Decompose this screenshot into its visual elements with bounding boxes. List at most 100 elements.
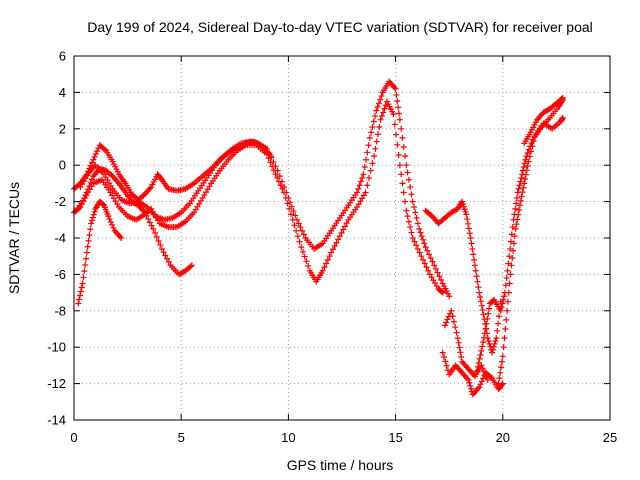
- data-point: [162, 252, 169, 259]
- data-point: [518, 174, 525, 181]
- data-point: [263, 145, 270, 152]
- series-track-c: [75, 198, 125, 307]
- data-point: [475, 284, 482, 291]
- data-point: [424, 247, 431, 254]
- data-point: [519, 189, 526, 196]
- data-point: [431, 262, 438, 269]
- data-point: [296, 238, 303, 245]
- data-point: [376, 123, 383, 130]
- series-track-d: [73, 98, 446, 296]
- x-tick-label: 0: [70, 430, 77, 445]
- data-point: [82, 261, 89, 268]
- data-point: [377, 96, 384, 103]
- data-point: [396, 162, 403, 169]
- data-point: [390, 111, 397, 118]
- data-point: [274, 167, 281, 174]
- data-point: [266, 150, 273, 157]
- data-point: [107, 218, 114, 225]
- data-point: [366, 174, 373, 181]
- data-point: [498, 304, 505, 311]
- data-point: [278, 178, 285, 185]
- data-point: [505, 260, 512, 267]
- data-point: [338, 229, 345, 236]
- data-point: [365, 142, 372, 149]
- data-point: [494, 327, 501, 334]
- data-point: [504, 298, 511, 305]
- data-point: [473, 273, 480, 280]
- data-point: [399, 180, 406, 187]
- y-tick-label: -4: [54, 231, 66, 246]
- data-point: [420, 256, 427, 263]
- data-point: [272, 163, 279, 170]
- data-point: [369, 123, 376, 130]
- data-point: [479, 343, 486, 350]
- data-point: [501, 335, 508, 342]
- data-point: [453, 329, 460, 336]
- data-point: [513, 194, 520, 201]
- data-point: [105, 213, 112, 220]
- series-track-e: [77, 78, 453, 300]
- data-point: [530, 138, 537, 145]
- data-point: [299, 227, 306, 234]
- data-point: [510, 240, 517, 247]
- data-point: [507, 271, 514, 278]
- data-point: [90, 156, 97, 163]
- data-point: [375, 100, 382, 107]
- y-tick-label: 0: [59, 158, 66, 173]
- data-point: [324, 256, 331, 263]
- data-point: [77, 288, 84, 295]
- data-point: [413, 214, 420, 221]
- data-point: [305, 263, 312, 270]
- data-point: [378, 113, 385, 120]
- y-tick-label: 4: [59, 85, 66, 100]
- x-tick-label: 5: [178, 430, 185, 445]
- data-point: [477, 381, 484, 388]
- data-point: [377, 116, 384, 123]
- data-point: [482, 326, 489, 332]
- y-tick-label: 6: [59, 49, 66, 64]
- data-point: [329, 246, 336, 253]
- data-point: [323, 260, 330, 267]
- data-point: [508, 262, 515, 269]
- data-point: [515, 185, 522, 192]
- data-point: [381, 105, 388, 112]
- data-point: [293, 216, 300, 223]
- data-point: [423, 264, 430, 271]
- data-point: [434, 269, 441, 276]
- data-point: [512, 205, 519, 212]
- data-point: [391, 121, 398, 128]
- data-point: [443, 319, 450, 326]
- data-point: [394, 98, 401, 105]
- data-point: [416, 249, 423, 256]
- data-point: [421, 240, 428, 247]
- data-point: [454, 335, 461, 342]
- y-axis-label: SDTVAR / TECUs: [6, 182, 22, 294]
- data-point: [449, 313, 456, 320]
- data-point: [328, 249, 335, 256]
- data-point: [466, 379, 473, 386]
- data-point: [109, 221, 116, 228]
- data-point: [418, 233, 425, 240]
- data-point: [476, 289, 483, 296]
- data-point: [524, 149, 531, 156]
- data-point: [277, 182, 284, 189]
- data-point: [333, 239, 340, 246]
- data-point: [492, 338, 499, 345]
- data-point: [380, 109, 387, 116]
- x-tick-label: 25: [603, 430, 617, 445]
- data-point: [417, 229, 424, 236]
- data-point: [299, 248, 306, 255]
- data-point: [160, 249, 167, 256]
- data-point: [361, 164, 368, 171]
- data-point: [476, 355, 483, 362]
- data-point: [420, 236, 427, 243]
- data-point: [480, 334, 487, 341]
- data-point: [486, 305, 493, 312]
- data-point: [395, 104, 402, 111]
- data-point: [300, 231, 307, 238]
- data-point: [402, 198, 409, 205]
- data-point: [394, 141, 401, 148]
- data-point: [477, 351, 484, 358]
- data-point: [402, 153, 409, 160]
- data-point: [369, 160, 376, 167]
